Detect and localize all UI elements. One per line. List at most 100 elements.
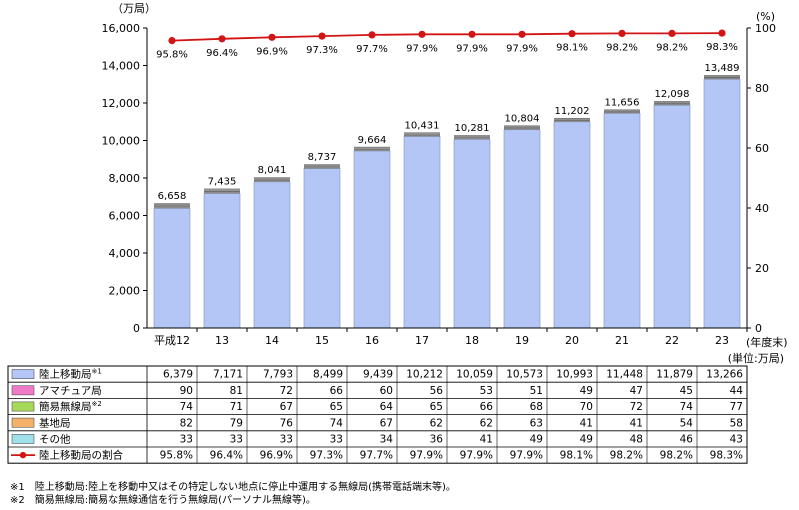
bar-total-label: 8,041 bbox=[258, 165, 287, 176]
x-category-label: 16 bbox=[365, 334, 379, 347]
bar-seg-5-6 bbox=[404, 132, 440, 134]
table-cell: 9,439 bbox=[363, 369, 393, 381]
legend-swatch-dots bbox=[11, 433, 35, 444]
table-cell: 46 bbox=[680, 434, 694, 446]
bar-seg-3-7 bbox=[454, 137, 490, 139]
table-cell: 41 bbox=[630, 417, 643, 429]
bar-seg-2-3 bbox=[254, 180, 290, 182]
table-cell: 58 bbox=[730, 417, 743, 429]
bar-seg-3-5 bbox=[354, 148, 390, 150]
share-line bbox=[171, 32, 723, 42]
bar-total-label: 10,281 bbox=[455, 123, 490, 134]
bar-total-label: 6,658 bbox=[158, 191, 187, 202]
table-cell: 36 bbox=[430, 434, 444, 446]
table-cell: 82 bbox=[180, 417, 193, 429]
table-cell: 43 bbox=[730, 434, 743, 446]
share-line-group: 95.8% 96.4% 96.9% 97.3% 97.7% 97.9% 97.9% 97.9%… bbox=[156, 29, 738, 61]
table-cell: 10,212 bbox=[406, 369, 443, 381]
axes-group: 0 2,000 4,000 6,000 8,000 10,000 12,000 14,000 1… bbox=[102, 22, 777, 347]
bars-group: 6,658 7,435 8,041 8,737 9,664 10,431 10,281 10,… bbox=[153, 63, 741, 329]
table-cell: 49 bbox=[580, 385, 593, 397]
share-point-label: 95.8% bbox=[156, 50, 188, 61]
table-cell: 13,266 bbox=[706, 369, 743, 381]
table-cell: 72 bbox=[630, 401, 643, 413]
bar-seg-4-2 bbox=[204, 189, 240, 191]
bar-total-label: 11,656 bbox=[605, 97, 640, 108]
share-point bbox=[318, 32, 326, 40]
legend-swatch-checker bbox=[11, 401, 35, 412]
table-cell: 67 bbox=[280, 401, 293, 413]
share-point-label: 96.4% bbox=[206, 48, 238, 59]
table-cell: 66 bbox=[330, 385, 344, 397]
table-cell: 97.9% bbox=[460, 450, 493, 462]
bar-seg-5-9 bbox=[554, 117, 590, 119]
bar-seg-3-2 bbox=[204, 190, 240, 193]
bar-seg-5-10 bbox=[604, 109, 640, 111]
bar-seg-3-4 bbox=[304, 166, 340, 168]
bar-seg-3-8 bbox=[504, 127, 540, 129]
table-cell: 90 bbox=[180, 385, 193, 397]
x-category-label: 19 bbox=[515, 334, 529, 347]
right-tick-label: 60 bbox=[755, 142, 769, 155]
x-category-label: 平成12 bbox=[154, 334, 190, 347]
table-cell: 49 bbox=[580, 434, 593, 446]
legend-label: 基地局 bbox=[39, 416, 71, 429]
data-table: 陸上移動局※1 6,379 7,171 7,793 8,499 9,439 10,212 10… bbox=[7, 365, 748, 464]
table-cell: 97.3% bbox=[310, 450, 343, 462]
left-tick-label: 16,000 bbox=[102, 22, 141, 35]
legend-note: ※2 bbox=[92, 400, 102, 408]
share-point-label: 97.9% bbox=[456, 43, 488, 54]
bar-seg-4-11 bbox=[654, 102, 690, 104]
bar-total-label: 12,098 bbox=[655, 89, 690, 100]
bar-seg-5-1 bbox=[154, 203, 190, 204]
share-point bbox=[718, 29, 726, 37]
bar-total-label: 10,804 bbox=[505, 113, 540, 124]
table-cell: 68 bbox=[530, 401, 543, 413]
share-point bbox=[368, 31, 376, 39]
bar-seg-5-3 bbox=[254, 177, 290, 178]
table-cell: 33 bbox=[280, 434, 293, 446]
bar-total-label: 8,737 bbox=[308, 152, 337, 163]
bar-seg-5-8 bbox=[504, 125, 540, 127]
share-point bbox=[268, 33, 276, 41]
table-cell: 98.2% bbox=[610, 450, 643, 462]
bar-seg-3-10 bbox=[604, 111, 640, 113]
table-cell: 60 bbox=[380, 385, 393, 397]
x-category-label: 21 bbox=[615, 334, 629, 347]
left-tick-label: 2,000 bbox=[109, 285, 141, 298]
table-cell: 56 bbox=[430, 385, 444, 397]
x-category-label: 18 bbox=[465, 334, 479, 347]
table-cell: 64 bbox=[380, 401, 394, 413]
table-cell: 65 bbox=[330, 401, 343, 413]
table-cell: 70 bbox=[580, 401, 593, 413]
table-cell: 11,879 bbox=[656, 369, 693, 381]
bar-seg-1-10 bbox=[603, 113, 641, 329]
table-cell: 74 bbox=[330, 417, 344, 429]
left-tick-label: 12,000 bbox=[102, 97, 141, 110]
legend-label: アマチュア局 bbox=[39, 385, 102, 397]
x-category-label: 14 bbox=[265, 334, 279, 347]
bar-total-label: 10,431 bbox=[405, 120, 440, 131]
bar-seg-4-7 bbox=[454, 136, 490, 138]
bar-seg-4-5 bbox=[354, 147, 390, 149]
legend-swatch-solid bbox=[11, 369, 35, 379]
bar-seg-2-6 bbox=[404, 135, 440, 137]
table-cell: 11,448 bbox=[606, 369, 643, 381]
table-cell: 7,793 bbox=[263, 369, 293, 381]
table-cell: 77 bbox=[730, 401, 743, 413]
bar-seg-2-7 bbox=[454, 138, 490, 140]
share-point-label: 97.3% bbox=[306, 45, 338, 56]
table-cell: 10,059 bbox=[456, 369, 493, 381]
bar-seg-1-4 bbox=[303, 168, 341, 329]
bar-seg-1-8 bbox=[503, 129, 541, 329]
table-cell: 47 bbox=[630, 385, 643, 397]
share-point-label: 97.9% bbox=[506, 43, 538, 54]
share-point-label: 97.9% bbox=[406, 43, 438, 54]
x-category-label: 17 bbox=[415, 334, 429, 347]
table-cell: 33 bbox=[180, 434, 193, 446]
table-cell: 71 bbox=[230, 401, 243, 413]
bar-seg-4-1 bbox=[154, 203, 190, 206]
table-cell: 6,379 bbox=[163, 369, 193, 381]
right-tick-label: 0 bbox=[755, 322, 762, 335]
